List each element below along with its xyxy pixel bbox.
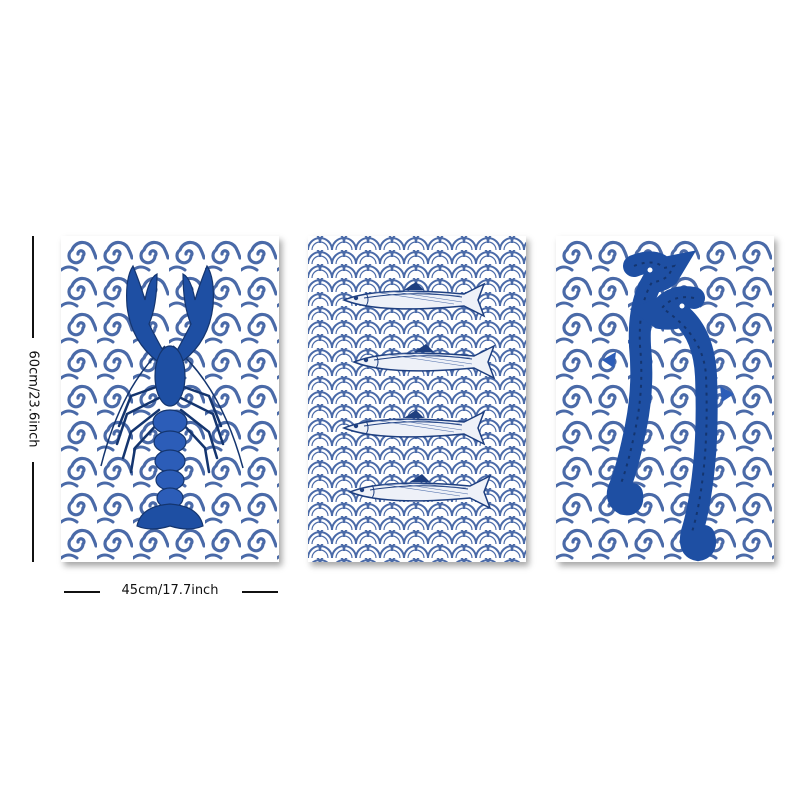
canvas-panel-seahorses <box>556 236 774 562</box>
width-dimension-line-left <box>64 591 100 593</box>
lobster-artwork <box>61 236 279 562</box>
canvas-panel-lobster <box>61 236 279 562</box>
fish-artwork <box>308 236 526 562</box>
seahorse-icon-right <box>629 286 734 562</box>
height-dimension-line-bottom <box>32 462 34 562</box>
height-dimension-label: 60cm/23.6inch <box>25 350 41 448</box>
lobster-icon <box>100 264 244 530</box>
width-dimension-line-right <box>242 591 278 593</box>
width-dimension-label: 45cm/17.7inch <box>121 583 219 598</box>
seahorse-artwork <box>556 236 774 562</box>
height-dimension-line-top <box>32 236 34 338</box>
canvas-panel-fish <box>308 236 526 562</box>
